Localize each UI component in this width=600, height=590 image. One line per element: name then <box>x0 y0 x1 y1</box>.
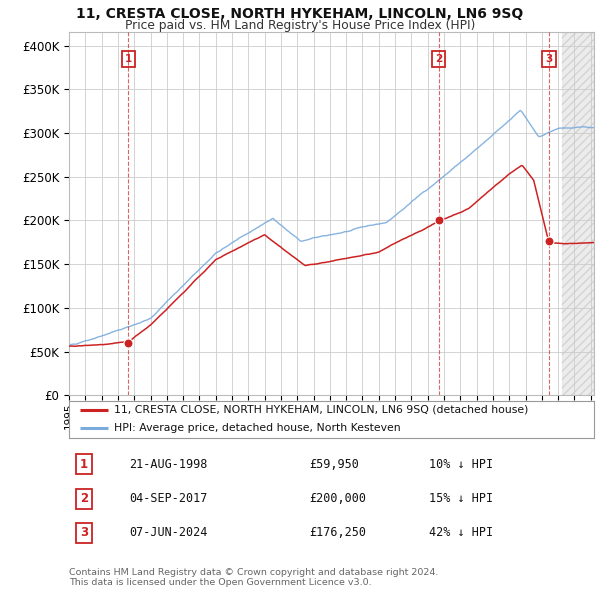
Bar <box>562 32 594 395</box>
Text: Contains HM Land Registry data © Crown copyright and database right 2024.
This d: Contains HM Land Registry data © Crown c… <box>69 568 439 587</box>
Text: 07-JUN-2024: 07-JUN-2024 <box>129 526 208 539</box>
Text: 2: 2 <box>80 492 88 505</box>
Text: 2: 2 <box>435 54 442 64</box>
Text: £200,000: £200,000 <box>309 492 366 505</box>
Text: 21-AUG-1998: 21-AUG-1998 <box>129 458 208 471</box>
Text: 11, CRESTA CLOSE, NORTH HYKEHAM, LINCOLN, LN6 9SQ (detached house): 11, CRESTA CLOSE, NORTH HYKEHAM, LINCOLN… <box>113 405 528 415</box>
Text: 1: 1 <box>80 458 88 471</box>
Text: 10% ↓ HPI: 10% ↓ HPI <box>429 458 493 471</box>
Text: £176,250: £176,250 <box>309 526 366 539</box>
Text: 3: 3 <box>80 526 88 539</box>
Text: 11, CRESTA CLOSE, NORTH HYKEHAM, LINCOLN, LN6 9SQ: 11, CRESTA CLOSE, NORTH HYKEHAM, LINCOLN… <box>76 7 524 21</box>
Text: £59,950: £59,950 <box>309 458 359 471</box>
Text: 04-SEP-2017: 04-SEP-2017 <box>129 492 208 505</box>
Text: HPI: Average price, detached house, North Kesteven: HPI: Average price, detached house, Nort… <box>113 423 400 433</box>
Text: 15% ↓ HPI: 15% ↓ HPI <box>429 492 493 505</box>
Text: Price paid vs. HM Land Registry's House Price Index (HPI): Price paid vs. HM Land Registry's House … <box>125 19 475 32</box>
Bar <box>562 32 594 395</box>
Text: 42% ↓ HPI: 42% ↓ HPI <box>429 526 493 539</box>
Text: 1: 1 <box>125 54 132 64</box>
Text: 3: 3 <box>545 54 553 64</box>
